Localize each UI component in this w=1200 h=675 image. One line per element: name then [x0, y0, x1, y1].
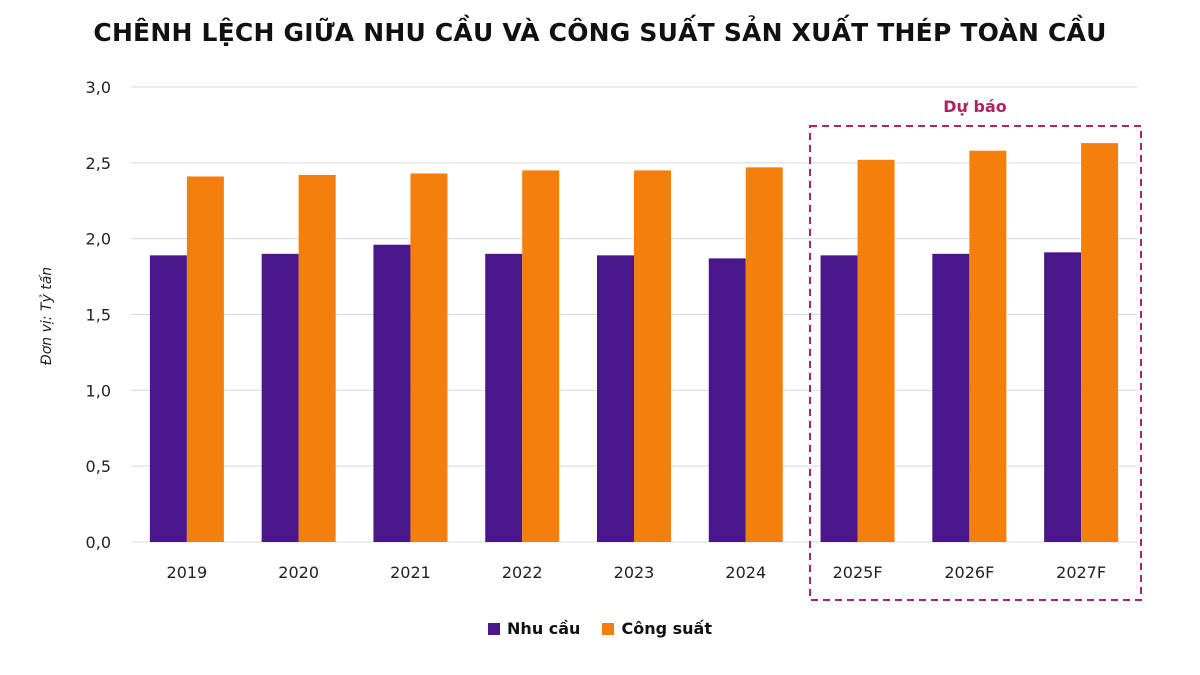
x-tick-label: 2023: [614, 563, 655, 582]
bar-capacity: [969, 150, 1007, 542]
x-tick-label: 2020: [278, 563, 319, 582]
bar-demand: [708, 258, 746, 542]
bar-demand: [149, 255, 187, 542]
legend-item-demand: Nhu cầu: [488, 619, 580, 638]
y-tick-label: 0,5: [86, 457, 111, 476]
x-tick-label: 2022: [502, 563, 543, 582]
x-axis-ticks: 2019 2020 2021 2022 2023 2024 2025F 2026F 2027F: [167, 563, 1107, 582]
bar-demand: [373, 244, 411, 542]
x-tick-label: 2024: [725, 563, 766, 582]
bar-demand: [932, 253, 970, 543]
bar-demand: [485, 253, 523, 543]
bar-demand: [597, 255, 634, 542]
y-tick-label: 0,0: [86, 533, 111, 552]
x-tick-label: 2027F: [1056, 563, 1106, 582]
legend-swatch-demand: [488, 622, 501, 635]
y-tick-label: 1,0: [86, 381, 111, 400]
legend-label-capacity: Công suất: [621, 619, 712, 638]
bar-demand: [1044, 252, 1082, 543]
x-tick-label: 2026F: [944, 563, 994, 582]
legend-item-capacity: Công suất: [602, 619, 712, 638]
y-axis-label: Đơn vị: Tỷ tấn: [39, 267, 55, 365]
legend: Nhu cầu Công suất: [0, 619, 1200, 638]
bar-capacity: [410, 173, 448, 542]
legend-label-demand: Nhu cầu: [507, 619, 581, 638]
x-tick-label: 2019: [167, 563, 208, 582]
bar-capacity: [298, 174, 336, 542]
bar-demand: [820, 255, 858, 542]
bars: [149, 143, 1119, 543]
y-tick-label: 3,0: [86, 78, 111, 97]
bar-demand: [261, 253, 299, 543]
forecast-box: [809, 125, 1142, 601]
y-tick-label: 2,0: [86, 230, 111, 249]
bar-capacity: [745, 167, 783, 542]
y-axis-ticks: 0,0 0,5 1,0 1,5 2,0 2,5 3,0: [86, 78, 111, 552]
bar-capacity: [522, 170, 560, 542]
x-tick-label: 2021: [390, 563, 431, 582]
x-tick-label: 2025F: [833, 563, 883, 582]
y-tick-label: 2,5: [86, 154, 111, 173]
y-tick-label: 1,5: [86, 306, 111, 325]
bar-capacity: [1081, 143, 1119, 542]
forecast-label: Dự báo: [943, 97, 1006, 116]
legend-swatch-capacity: [602, 622, 615, 635]
bar-capacity: [634, 170, 671, 542]
chart-title: CHÊNH LỆCH GIỮA NHU CẦU VÀ CÔNG SUẤT SẢN…: [93, 18, 1107, 47]
bar-capacity: [186, 176, 224, 542]
bar-capacity: [857, 159, 895, 543]
